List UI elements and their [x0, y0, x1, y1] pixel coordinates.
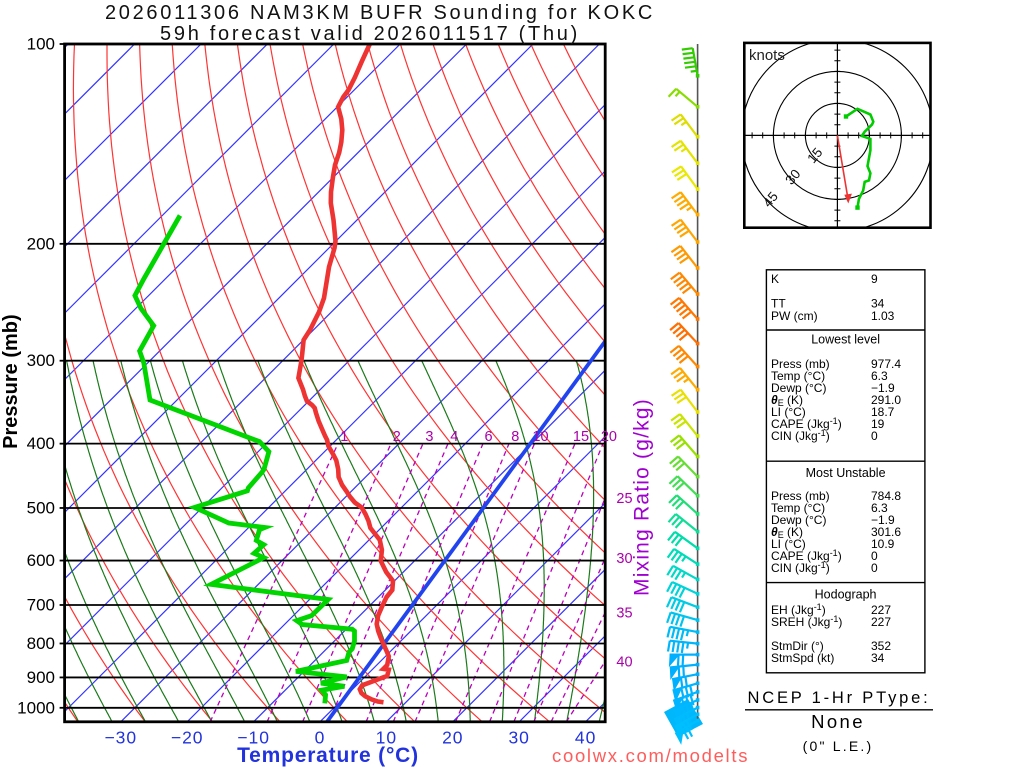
svg-text:SREH (Jkg-1): SREH (Jkg-1) [771, 614, 842, 629]
svg-text:(0" L.E.): (0" L.E.) [803, 738, 874, 754]
svg-text:301.6: 301.6 [871, 525, 901, 539]
svg-text:−30: −30 [104, 728, 137, 748]
svg-text:25: 25 [616, 491, 632, 507]
svg-text:1000: 1000 [17, 698, 55, 717]
svg-text:Mixing Ratio (g/kg): Mixing Ratio (g/kg) [631, 398, 654, 596]
svg-text:Temp (°C): Temp (°C) [771, 369, 825, 383]
svg-text:600: 600 [27, 551, 55, 570]
svg-text:6: 6 [485, 429, 493, 445]
svg-text:Lowest level: Lowest level [811, 333, 880, 347]
svg-text:Temperature (°C): Temperature (°C) [237, 744, 419, 767]
svg-text:CIN (Jkg-1): CIN (Jkg-1) [771, 428, 830, 443]
svg-text:300: 300 [27, 351, 55, 370]
svg-text:Dewp (°C): Dewp (°C) [771, 513, 826, 527]
svg-text:PW (cm): PW (cm) [771, 309, 818, 323]
svg-text:CIN (Jkg-1): CIN (Jkg-1) [771, 560, 830, 575]
svg-text:K: K [771, 272, 779, 286]
svg-text:10.9: 10.9 [871, 537, 895, 551]
svg-text:NCEP 1-Hr PType:: NCEP 1-Hr PType: [748, 689, 931, 707]
svg-text:800: 800 [27, 634, 55, 653]
svg-text:0: 0 [315, 728, 326, 748]
svg-text:LI (°C): LI (°C) [771, 537, 806, 551]
svg-text:Pressure (mb): Pressure (mb) [0, 314, 22, 449]
svg-text:Most Unstable: Most Unstable [806, 466, 886, 480]
svg-text:0: 0 [871, 549, 878, 563]
svg-text:θE (K): θE (K) [771, 525, 803, 540]
svg-text:Dewp (°C): Dewp (°C) [771, 381, 826, 395]
svg-text:−20: −20 [171, 728, 204, 748]
svg-text:0: 0 [871, 561, 878, 575]
svg-text:227: 227 [871, 615, 891, 629]
svg-text:0: 0 [871, 429, 878, 443]
svg-text:3: 3 [425, 429, 433, 445]
svg-text:θE (K): θE (K) [771, 393, 803, 408]
svg-text:200: 200 [27, 234, 55, 253]
svg-text:15: 15 [573, 429, 589, 445]
svg-text:knots: knots [749, 47, 785, 64]
svg-text:15: 15 [804, 145, 825, 166]
svg-text:227: 227 [871, 603, 891, 617]
svg-text:30: 30 [616, 551, 632, 567]
svg-text:19: 19 [871, 417, 885, 431]
svg-text:Hodograph: Hodograph [815, 588, 877, 602]
svg-text:StmDir (°): StmDir (°) [771, 639, 824, 653]
svg-text:20: 20 [442, 728, 463, 748]
svg-text:2: 2 [393, 429, 401, 445]
svg-text:34: 34 [871, 297, 885, 311]
svg-text:4: 4 [450, 429, 458, 445]
svg-text:45: 45 [760, 189, 781, 210]
svg-text:900: 900 [27, 668, 55, 687]
svg-text:10: 10 [532, 429, 548, 445]
svg-text:TT: TT [771, 297, 786, 311]
svg-text:10: 10 [376, 728, 397, 748]
svg-text:coolwx.com/modelts: coolwx.com/modelts [552, 745, 749, 766]
svg-text:LI (°C): LI (°C) [771, 405, 806, 419]
svg-text:CAPE (Jkg-1): CAPE (Jkg-1) [771, 548, 842, 563]
svg-text:CAPE (Jkg-1): CAPE (Jkg-1) [771, 416, 842, 431]
svg-text:30: 30 [782, 166, 803, 187]
svg-text:40: 40 [575, 728, 596, 748]
svg-text:59h forecast valid 2026011517: 59h forecast valid 2026011517 (Thu) [160, 23, 580, 45]
svg-text:Temp (°C): Temp (°C) [771, 501, 825, 515]
svg-text:1.03: 1.03 [871, 309, 895, 323]
svg-text:EH (Jkg-1): EH (Jkg-1) [771, 602, 826, 617]
svg-text:30: 30 [508, 728, 529, 748]
svg-text:6.3: 6.3 [871, 501, 888, 515]
svg-text:−1.9: −1.9 [871, 381, 895, 395]
svg-text:35: 35 [616, 606, 632, 622]
svg-text:Press (mb): Press (mb) [771, 489, 830, 503]
svg-text:−1.9: −1.9 [871, 513, 895, 527]
svg-text:6.3: 6.3 [871, 369, 888, 383]
svg-text:977.4: 977.4 [871, 357, 901, 371]
svg-text:9: 9 [871, 272, 878, 286]
svg-text:18.7: 18.7 [871, 405, 895, 419]
svg-text:291.0: 291.0 [871, 393, 901, 407]
svg-text:500: 500 [27, 499, 55, 518]
svg-text:Press (mb): Press (mb) [771, 357, 830, 371]
svg-text:20: 20 [601, 429, 617, 445]
svg-text:100: 100 [27, 35, 55, 54]
svg-text:34: 34 [871, 651, 885, 665]
svg-text:2026011306 NAM3KM BUFR Soundin: 2026011306 NAM3KM BUFR Sounding for KOKC [105, 2, 655, 24]
svg-text:700: 700 [27, 596, 55, 615]
svg-text:784.8: 784.8 [871, 489, 901, 503]
svg-text:40: 40 [616, 654, 632, 670]
svg-text:StmSpd (kt): StmSpd (kt) [771, 651, 834, 665]
svg-text:1: 1 [340, 429, 348, 445]
svg-text:400: 400 [27, 434, 55, 453]
svg-text:352: 352 [871, 639, 891, 653]
svg-text:8: 8 [511, 429, 519, 445]
svg-text:None: None [811, 711, 865, 732]
svg-text:−10: −10 [237, 728, 270, 748]
